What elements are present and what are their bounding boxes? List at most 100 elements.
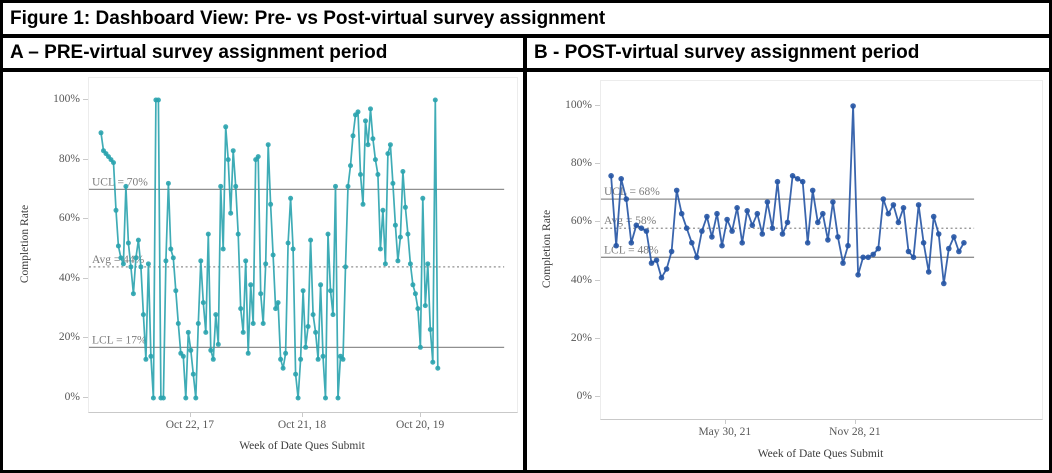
data-point [155, 97, 161, 103]
data-point [248, 282, 254, 288]
data-point [387, 142, 393, 148]
data-point [961, 240, 967, 246]
data-point [320, 353, 326, 359]
data-point [915, 202, 922, 208]
data-point [618, 176, 624, 182]
y-tick-label: 0% [576, 390, 592, 402]
data-point [417, 344, 423, 350]
data-point [402, 204, 408, 210]
y-tick-mark [83, 158, 88, 160]
data-point [315, 356, 321, 362]
data-point [278, 356, 284, 362]
data-point [608, 173, 614, 179]
y-tick-label: 80% [570, 157, 592, 170]
data-point [118, 255, 124, 261]
data-point [658, 274, 665, 281]
y-tick-label: 100% [565, 99, 592, 111]
data-point [300, 288, 306, 294]
data-point [130, 291, 136, 297]
chart-canvas: UCL = 68%Avg = 58%LCL = 48% [601, 103, 975, 287]
data-point [270, 252, 276, 258]
data-point [930, 213, 937, 220]
data-point [113, 207, 119, 213]
data-point [835, 234, 841, 240]
ucl-label: UCL = 68% [604, 186, 660, 198]
data-point [258, 291, 264, 297]
data-point [653, 257, 660, 263]
data-point [845, 242, 851, 249]
data-point [941, 280, 947, 287]
data-point [280, 365, 286, 371]
data-point [215, 341, 221, 347]
data-point [288, 195, 294, 201]
charts-row: Completion Rate UCL = 70% Avg = 44% LCL = … [3, 72, 1049, 470]
data-point [920, 240, 927, 246]
data-point [250, 321, 256, 326]
data-point [240, 329, 246, 335]
data-point [183, 395, 189, 401]
data-point [303, 344, 309, 350]
data-point [410, 282, 416, 288]
data-point [820, 210, 826, 217]
data-point [98, 130, 104, 136]
data-point [208, 347, 214, 353]
y-tick-label: 20% [58, 331, 80, 344]
data-point [870, 251, 876, 258]
data-point [895, 219, 902, 226]
data-point [360, 201, 366, 207]
data-point [293, 371, 299, 377]
data-point [946, 245, 952, 252]
y-tick-mark [83, 99, 88, 100]
data-point [613, 242, 619, 249]
data-point [290, 246, 296, 252]
avg-label: Avg = 44% [92, 254, 145, 266]
data-point [668, 248, 675, 255]
data-point [228, 210, 234, 216]
data-point [348, 163, 353, 169]
data-point [358, 172, 363, 177]
data-point [328, 288, 333, 294]
data-point [325, 231, 331, 237]
data-point [875, 245, 882, 252]
y-tick-label: 80% [58, 152, 80, 165]
x-tick-label: Oct 22, 17 [165, 419, 214, 431]
data-point [235, 231, 241, 237]
avg-label: Avg = 58% [604, 215, 657, 227]
figure-title: Figure 1: Dashboard View: Pre- vs Post-v… [3, 3, 1049, 38]
data-point [400, 169, 406, 174]
y-tick-mark [83, 277, 88, 279]
data-point [699, 228, 705, 234]
data-point [260, 321, 266, 326]
x-tick-label: May 30, 21 [698, 426, 752, 438]
data-point [143, 356, 149, 362]
panel-b-chart: Completion Rate UCL = 68% Avg = 58% LCL = … [527, 72, 1049, 470]
data-point [173, 288, 179, 294]
data-point [784, 219, 791, 226]
data-point [255, 154, 261, 160]
data-point [333, 183, 338, 189]
data-point [273, 306, 279, 312]
data-point [175, 321, 181, 326]
data-point [170, 255, 176, 261]
x-tick-label: Nov 28, 21 [829, 426, 881, 438]
data-point [704, 213, 710, 220]
data-point [330, 312, 336, 318]
panel-a-header: A – PRE-virtual survey assignment period [3, 38, 527, 68]
y-tick-label: 40% [570, 273, 592, 286]
data-point [120, 261, 126, 267]
panel-a-chart: Completion Rate UCL = 70% Avg = 44% LCL = … [3, 72, 527, 470]
data-point [220, 246, 226, 252]
y-tick-mark [595, 105, 600, 106]
data-point [860, 254, 866, 261]
data-point [956, 248, 962, 255]
data-point [160, 395, 166, 401]
y-tick-mark [83, 337, 88, 339]
data-point [135, 237, 141, 243]
data-point [432, 97, 438, 103]
data-point [310, 312, 316, 318]
data-point [225, 157, 231, 163]
y-tick-mark [595, 163, 600, 165]
y-tick-mark [595, 396, 600, 397]
data-point [890, 202, 897, 208]
data-point [405, 231, 411, 237]
